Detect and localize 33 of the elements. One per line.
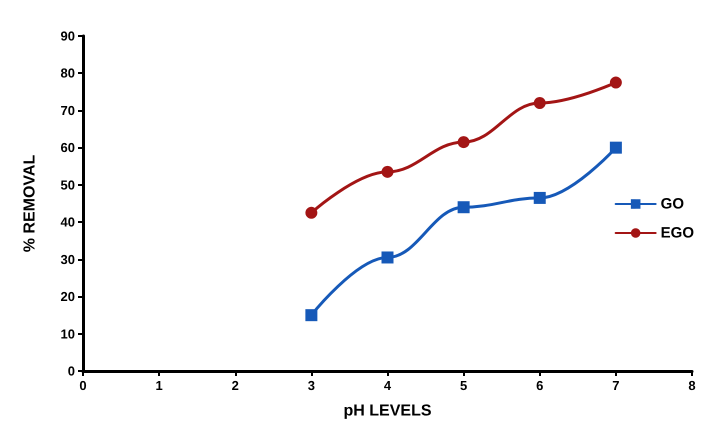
y-tick-label: 0 [68, 364, 75, 378]
x-tick-label: 4 [384, 378, 392, 393]
y-tick-label: 50 [60, 177, 75, 192]
x-axis-title: pH LEVELS [343, 402, 432, 420]
y-tick-label: 90 [60, 28, 75, 44]
point [305, 309, 318, 322]
y-tick-label: 70 [60, 102, 75, 118]
x-tick-label: 7 [612, 378, 620, 393]
point [458, 136, 470, 148]
point [382, 166, 394, 178]
x-tick-label: 8 [688, 378, 696, 393]
point [534, 192, 546, 204]
y-axis-title: % REMOVAL [22, 154, 38, 252]
point [534, 97, 546, 109]
x-tick-label: 0 [79, 378, 87, 393]
y-tick-label: 40 [60, 214, 75, 230]
y-tick-label: 80 [60, 66, 75, 81]
y-tick-label: 10 [60, 326, 75, 342]
x-tick-label: 6 [536, 378, 544, 393]
x-tick-label: 3 [308, 378, 315, 393]
legend-label: EGO [660, 224, 694, 242]
point [382, 251, 394, 264]
point [458, 201, 470, 214]
y-tick-label: 60 [60, 140, 75, 156]
y-tick-label: 20 [60, 289, 75, 304]
point [305, 206, 318, 219]
y-tick-label: 30 [60, 252, 75, 267]
x-tick-label: 2 [232, 378, 239, 393]
point [610, 76, 622, 89]
legend-label: GO [660, 196, 684, 212]
x-tick-label: 5 [460, 378, 468, 393]
point [610, 142, 622, 154]
x-tick-label: 1 [156, 378, 163, 393]
